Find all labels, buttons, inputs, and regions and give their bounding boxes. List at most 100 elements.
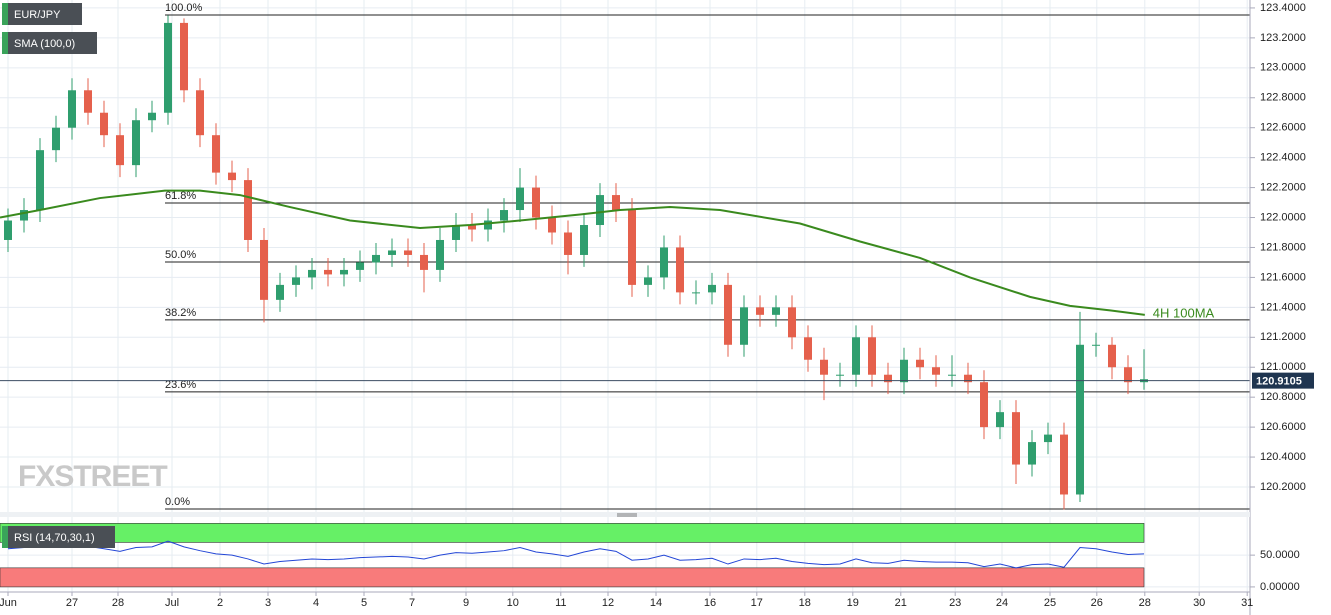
x-tick-label: 24	[996, 597, 1008, 609]
rsi-title: RSI (14,70,30,1)	[14, 532, 95, 544]
x-tick-label: 27	[66, 597, 78, 609]
candle-body	[820, 359, 828, 375]
candle-body	[292, 277, 300, 285]
candle-body	[180, 22, 188, 91]
y-tick-label: 120.6000	[1260, 421, 1306, 433]
candle-body	[996, 412, 1004, 428]
x-tick-label: 10	[507, 597, 519, 609]
candle-body	[308, 269, 316, 278]
candle-body	[964, 374, 972, 383]
candle-body	[980, 382, 988, 428]
candle-body	[1044, 434, 1052, 443]
candle-body	[84, 90, 92, 113]
candle-body	[132, 120, 140, 166]
x-tick-label: 12	[602, 597, 614, 609]
candle-body	[436, 239, 444, 270]
y-tick-label: 123.4000	[1260, 2, 1306, 14]
candle-body	[868, 337, 876, 375]
candle-body	[740, 307, 748, 345]
x-tick-label: 3	[265, 597, 271, 609]
candle-body	[708, 284, 716, 293]
candle-body	[228, 172, 236, 181]
candle-body	[276, 284, 284, 300]
x-tick-label: Jun	[0, 597, 17, 609]
y-tick-label: 121.0000	[1260, 361, 1306, 373]
candle-body	[884, 374, 892, 383]
candle-body	[1028, 442, 1036, 465]
x-tick-label: Jul	[165, 597, 179, 609]
candle-body	[4, 220, 12, 240]
fib-label: 23.6%	[165, 379, 196, 391]
candle-body	[372, 254, 380, 263]
x-tick-label: 21	[895, 597, 907, 609]
candle-body	[948, 374, 956, 376]
y-tick-label: 121.4000	[1260, 301, 1306, 313]
candle-body	[420, 254, 428, 270]
candle-body	[724, 284, 732, 345]
candle-body	[484, 220, 492, 230]
x-tick-label: 18	[799, 597, 811, 609]
indicator-box[interactable]	[2, 32, 97, 54]
grid	[0, 0, 1250, 592]
x-tick-label: 4	[313, 597, 319, 609]
candle-body	[1012, 412, 1020, 465]
candle-body	[804, 337, 812, 360]
candle-body	[52, 127, 60, 151]
y-tick-label: 121.6000	[1260, 271, 1306, 283]
plot: 100.0% 61.8% 50.0% 38.2% 23.6% 0.0% 4H 100MA	[0, 2, 1250, 510]
sma-annotation: 4H 100MA	[1153, 305, 1215, 320]
x-tick-label: 28	[112, 597, 124, 609]
x-tick-label: 7	[409, 597, 415, 609]
rsi-box[interactable]	[2, 526, 115, 548]
last-price-box	[1252, 372, 1314, 389]
fib-label: 50.0%	[165, 249, 196, 261]
candle-body	[116, 135, 124, 166]
candle-body	[404, 250, 412, 255]
x-tick-label: 30	[1193, 597, 1205, 609]
x-tick-label: 28	[1139, 597, 1151, 609]
x-tick-label: 17	[751, 597, 763, 609]
y-tick-label: 0.00000	[1260, 581, 1300, 593]
candle-body	[500, 210, 508, 221]
title-flag	[2, 3, 8, 25]
x-tick-label: 23	[949, 597, 961, 609]
candle-body	[244, 180, 252, 240]
y-tick-label: 121.8000	[1260, 241, 1306, 253]
candle-body	[260, 239, 268, 300]
candle-body	[148, 112, 156, 121]
rsi-band	[0, 567, 1145, 588]
candle-body	[36, 150, 44, 211]
candle-body	[676, 247, 684, 293]
candle-body	[196, 90, 204, 136]
last-price-label: 120.9105	[1256, 376, 1302, 388]
x-tick-label: 11	[555, 597, 566, 609]
indicator-flag	[2, 32, 8, 54]
y-tick-label: 120.2000	[1260, 481, 1306, 493]
title-box[interactable]	[2, 3, 82, 25]
x-tick-label: 16	[704, 597, 716, 609]
candle-body	[212, 135, 220, 173]
candle-body	[596, 195, 604, 226]
y-tick-label: 122.2000	[1260, 181, 1306, 193]
candle-body	[468, 225, 476, 230]
fib-label: 100.0%	[165, 2, 203, 14]
chart-title: EUR/JPY	[14, 9, 61, 21]
candle-body	[68, 90, 76, 128]
x-tick-label: 26	[1091, 597, 1103, 609]
x-tick-label: 9	[463, 597, 469, 609]
fib-label: 61.8%	[165, 190, 196, 202]
y-tick-label: 50.0000	[1260, 549, 1300, 561]
x-tick-label: 2	[217, 597, 223, 609]
candle-body	[20, 210, 28, 221]
rsi-band	[0, 523, 1145, 543]
x-tick-label: 31	[1241, 597, 1253, 609]
candle-body	[612, 195, 620, 211]
watermark: FXSTREET	[18, 460, 167, 493]
candle-body	[100, 112, 108, 136]
y-tick-label: 122.6000	[1260, 122, 1306, 134]
fib-label: 0.0%	[165, 496, 190, 508]
y-tick-label: 122.4000	[1260, 152, 1306, 164]
x-tick-label: 14	[650, 597, 662, 609]
